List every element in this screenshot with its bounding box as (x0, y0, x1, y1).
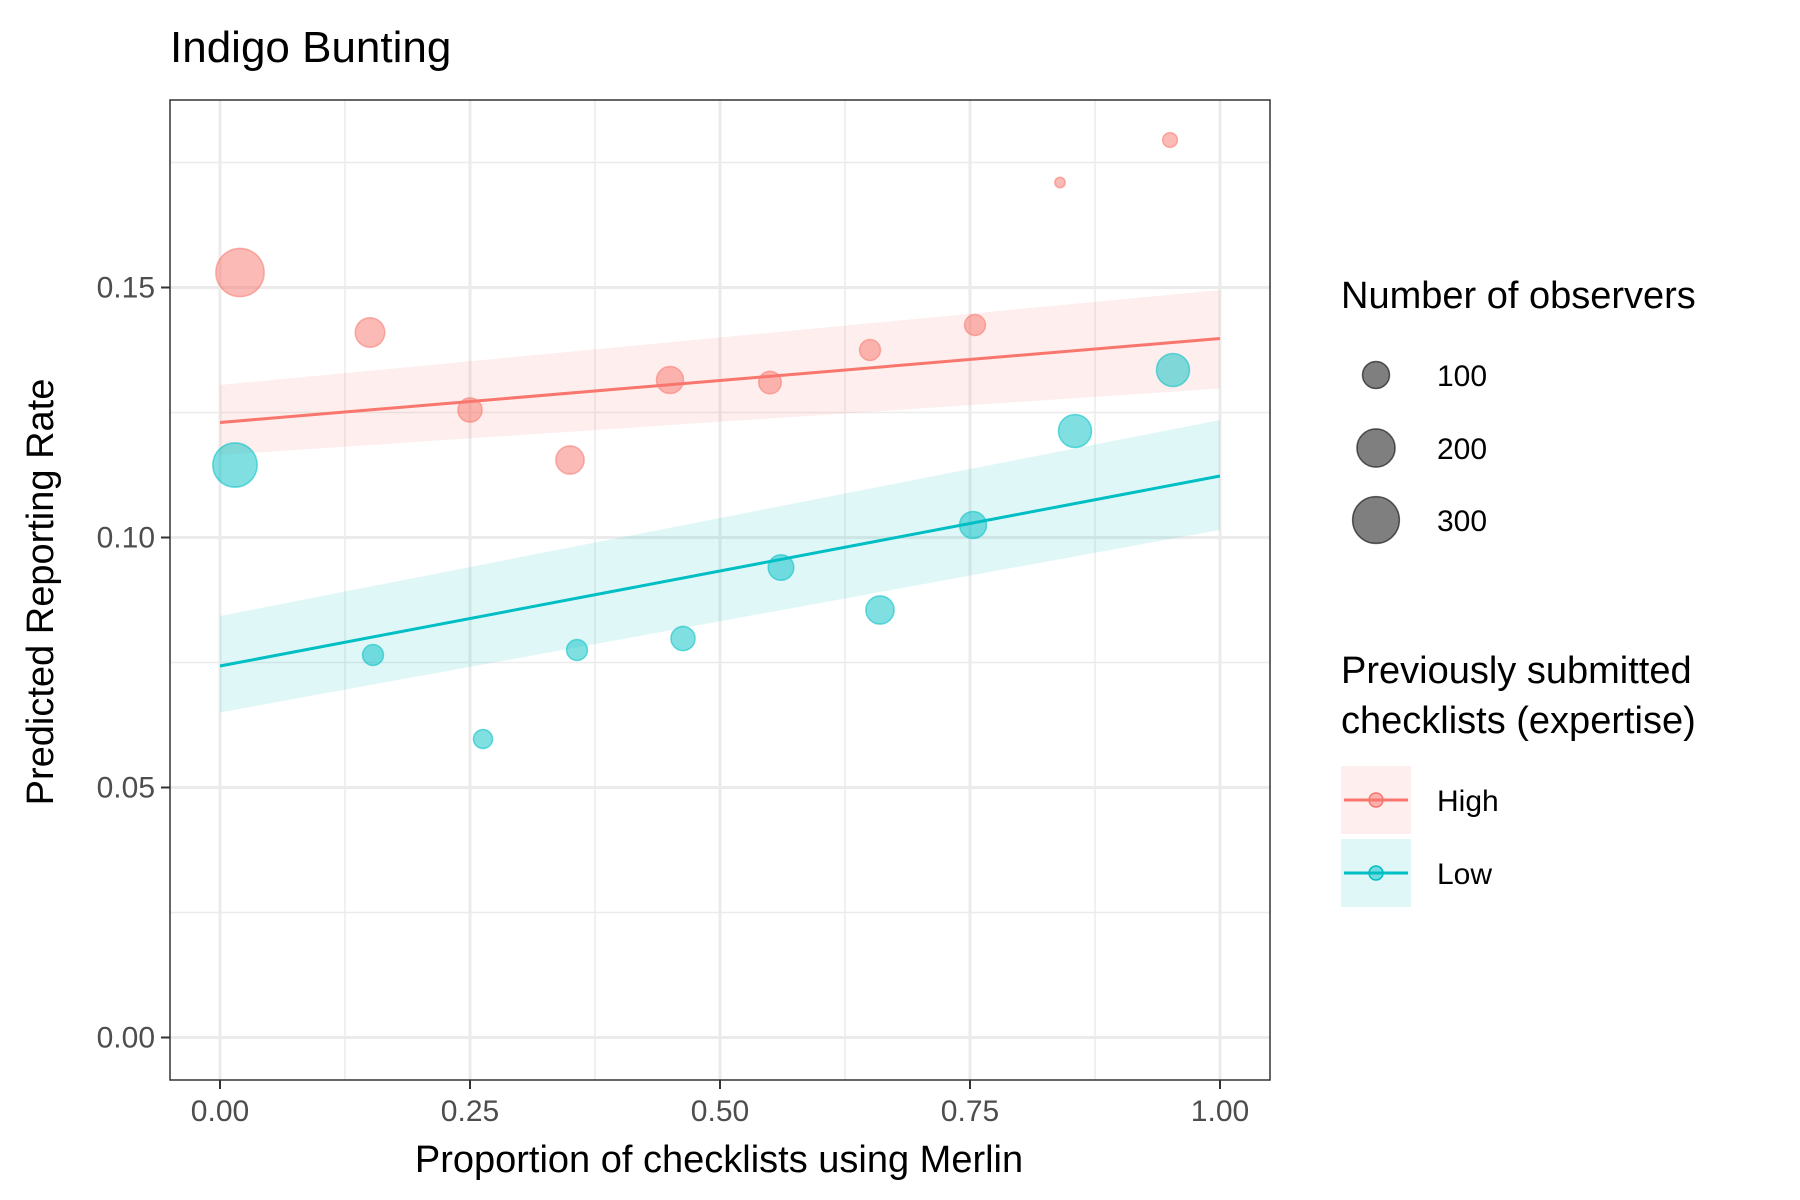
data-point-low (865, 595, 895, 625)
color-legend-label: Low (1437, 858, 1492, 891)
data-point-low (1155, 352, 1191, 388)
y-tick-label: 0.05 (97, 772, 155, 805)
data-point-high (555, 445, 585, 475)
y-tick-label: 0.15 (97, 272, 155, 305)
color-legend-key-point (1368, 792, 1384, 808)
y-tick-label: 0.10 (97, 522, 155, 555)
trend-line-high (219, 337, 1221, 424)
y-tick-label: 0.00 (97, 1022, 155, 1055)
trend-line-low (219, 474, 1221, 668)
x-tick-label: 0.50 (691, 1095, 749, 1128)
data-point-high (1161, 131, 1179, 149)
size-legend-title: Number of observers (1341, 275, 1696, 317)
data-point-high (354, 316, 386, 349)
data-point-high (457, 397, 483, 423)
chart-title: Indigo Bunting (170, 23, 451, 72)
size-legend-circle (1351, 495, 1401, 545)
data-point-low (212, 442, 258, 488)
color-legend-title: Previously submitted (1341, 650, 1692, 692)
data-point-high (215, 247, 265, 298)
y-axis-label: Predicted Reporting Rate (20, 379, 62, 806)
data-point-low (361, 643, 385, 667)
confidence-band-low (220, 420, 1220, 713)
data-point-high (858, 338, 882, 362)
size-legend-circle (1356, 428, 1396, 468)
plot-area: 0.00 0.25 0.50 0.75 1.00 0.00 0.05 0.10 0.15 (97, 99, 1271, 1128)
x-tick-label: 1.00 (1191, 1095, 1249, 1128)
color-legend-title: checklists (expertise) (1341, 700, 1696, 742)
x-tick-label: 0.25 (441, 1095, 499, 1128)
color-legend-label: High (1437, 785, 1499, 818)
size-legend-label: 200 (1437, 433, 1487, 466)
legend: Number of observers 100 200 300 Previously s… (1341, 275, 1696, 907)
x-tick-label: 0.75 (941, 1095, 999, 1128)
data-point-low (565, 638, 589, 662)
data-point-low (1057, 413, 1093, 449)
data-point-high (1054, 176, 1066, 189)
size-legend-label: 100 (1437, 360, 1487, 393)
data-point-high (655, 365, 685, 395)
data-point-low (670, 625, 696, 652)
size-legend-circle (1361, 360, 1391, 390)
x-axis-label: Proportion of checklists using Merlin (415, 1139, 1023, 1181)
color-legend-key-point (1368, 865, 1384, 881)
data-point-low (472, 728, 494, 750)
size-legend-label: 300 (1437, 505, 1487, 538)
data-point-high (963, 313, 987, 337)
x-tick-label: 0.00 (191, 1095, 249, 1128)
